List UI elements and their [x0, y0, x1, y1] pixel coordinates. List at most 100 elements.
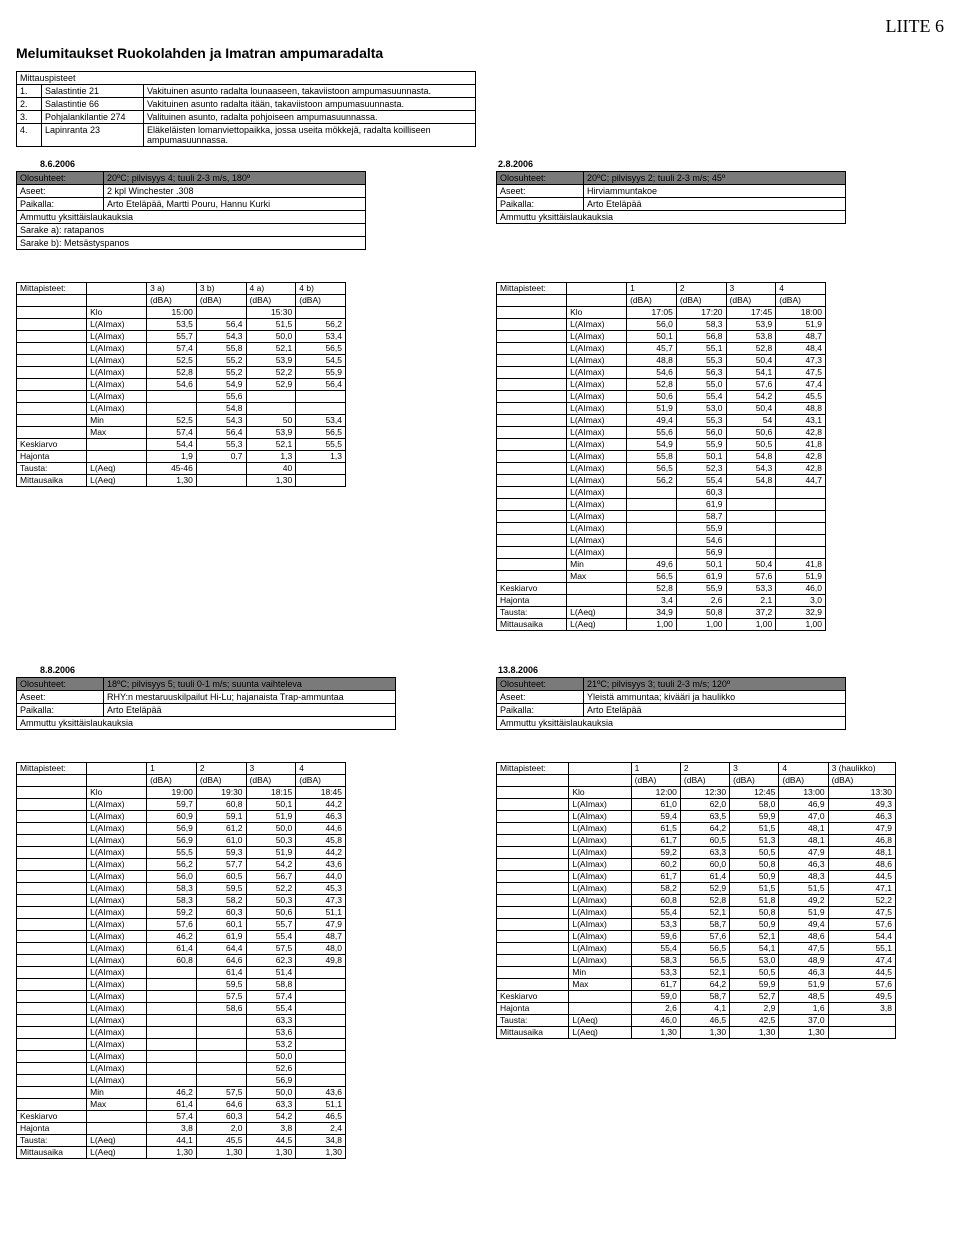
- info-label: Ammuttu yksittäislaukauksia: [497, 717, 846, 730]
- cell: 54,5: [296, 355, 346, 367]
- cell: 56,5: [680, 955, 729, 967]
- cell: 3,8: [147, 1123, 197, 1135]
- cell: 44,2: [296, 799, 346, 811]
- cell: 46,5: [296, 1111, 346, 1123]
- cell: 12:45: [730, 787, 779, 799]
- cell: 54: [726, 415, 776, 427]
- cell: [87, 295, 147, 307]
- cell: [17, 799, 87, 811]
- cell: 57,4: [147, 1111, 197, 1123]
- data-block-2: Mittapisteet:1234(dBA)(dBA)(dBA)(dBA)Klo…: [16, 762, 944, 1173]
- cell: [497, 847, 569, 859]
- cell: (dBA): [147, 775, 197, 787]
- cell: [17, 403, 87, 415]
- cell: 18:45: [296, 787, 346, 799]
- cell: 51,5: [779, 883, 828, 895]
- cell: 49,3: [828, 799, 895, 811]
- cell: Vakituinen asunto radalta itään, takavii…: [144, 98, 476, 111]
- cell: L(AImax): [87, 343, 147, 355]
- cell: 52,2: [246, 883, 296, 895]
- cell: L(AImax): [87, 967, 147, 979]
- cell: 46,3: [828, 811, 895, 823]
- cell: [627, 535, 677, 547]
- cell: 59,1: [196, 811, 246, 823]
- info-label: Aseet:: [17, 691, 104, 704]
- cell: (dBA): [680, 775, 729, 787]
- cell: 15:30: [246, 307, 296, 319]
- cell: [87, 451, 147, 463]
- cell: 17:05: [627, 307, 677, 319]
- cell: 50,6: [627, 391, 677, 403]
- cell: [17, 343, 87, 355]
- cell: 53,3: [631, 919, 680, 931]
- cell: L(AImax): [569, 835, 631, 847]
- cell: [147, 1027, 197, 1039]
- cell: [567, 583, 627, 595]
- cell: [296, 1063, 346, 1075]
- cell: [17, 895, 87, 907]
- info-label: Paikalla:: [17, 704, 104, 717]
- cell: 45,8: [296, 835, 346, 847]
- cell: [497, 943, 569, 955]
- cell: L(AImax): [87, 847, 147, 859]
- cell: L(AImax): [567, 487, 627, 499]
- cell: 48,3: [779, 871, 828, 883]
- cell: 45,5: [196, 1135, 246, 1147]
- cell: Keskiarvo: [497, 991, 569, 1003]
- cell: L(AImax): [87, 1051, 147, 1063]
- cell: 2,0: [196, 1123, 246, 1135]
- cell: 52,5: [147, 355, 197, 367]
- cell: 1,00: [627, 619, 677, 631]
- cell: [726, 535, 776, 547]
- cell: [196, 475, 246, 487]
- cell: 43,1: [776, 415, 826, 427]
- cell: 50: [246, 415, 296, 427]
- cell: L(AImax): [87, 823, 147, 835]
- info-table-right-2: Olosuhteet:21ºC; pilvisyys 3; tuuli 2-3 …: [496, 677, 846, 730]
- cell: 56,9: [246, 1075, 296, 1087]
- cell: 50,4: [726, 355, 776, 367]
- cell: [627, 547, 677, 559]
- cell: 49,5: [828, 991, 895, 1003]
- info-label: Paikalla:: [497, 198, 584, 211]
- cell: 60,3: [676, 487, 726, 499]
- cell: L(AImax): [87, 331, 147, 343]
- cell: 46,2: [147, 1087, 197, 1099]
- cell: 47,0: [779, 811, 828, 823]
- info-label: Ammuttu yksittäislaukauksia: [497, 211, 846, 224]
- cell: 46,2: [147, 931, 197, 943]
- cell: 19:30: [196, 787, 246, 799]
- cell: 2.: [17, 98, 42, 111]
- cell: [497, 523, 567, 535]
- cell: [296, 475, 346, 487]
- info-label: Olosuhteet:: [497, 678, 584, 691]
- cell: [569, 775, 631, 787]
- cell: [17, 979, 87, 991]
- cell: 50,9: [730, 919, 779, 931]
- cell: 55,4: [631, 907, 680, 919]
- info-label: Ammuttu yksittäislaukauksia: [17, 211, 366, 224]
- cell: 63,3: [246, 1015, 296, 1027]
- cell: 56,4: [296, 379, 346, 391]
- cell: 3 (haulikko): [828, 763, 895, 775]
- cell: 52,8: [627, 379, 677, 391]
- cell: 47,1: [828, 883, 895, 895]
- cell: 1: [627, 283, 677, 295]
- cell: 48,0: [296, 943, 346, 955]
- cell: 4,1: [680, 1003, 729, 1015]
- cell: [497, 475, 567, 487]
- cell: (dBA): [296, 775, 346, 787]
- cell: 54,3: [196, 415, 246, 427]
- cell: 42,5: [730, 1015, 779, 1027]
- cell: 19:00: [147, 787, 197, 799]
- cell: 56,8: [676, 331, 726, 343]
- cell: 56,0: [676, 427, 726, 439]
- cell: [497, 775, 569, 787]
- info-value: Arto Eteläpää: [584, 198, 846, 211]
- cell: 48,1: [779, 835, 828, 847]
- cell: [147, 391, 197, 403]
- cell: L(AImax): [87, 799, 147, 811]
- cell: L(AImax): [87, 1015, 147, 1027]
- cell: [567, 595, 627, 607]
- cell: (dBA): [196, 775, 246, 787]
